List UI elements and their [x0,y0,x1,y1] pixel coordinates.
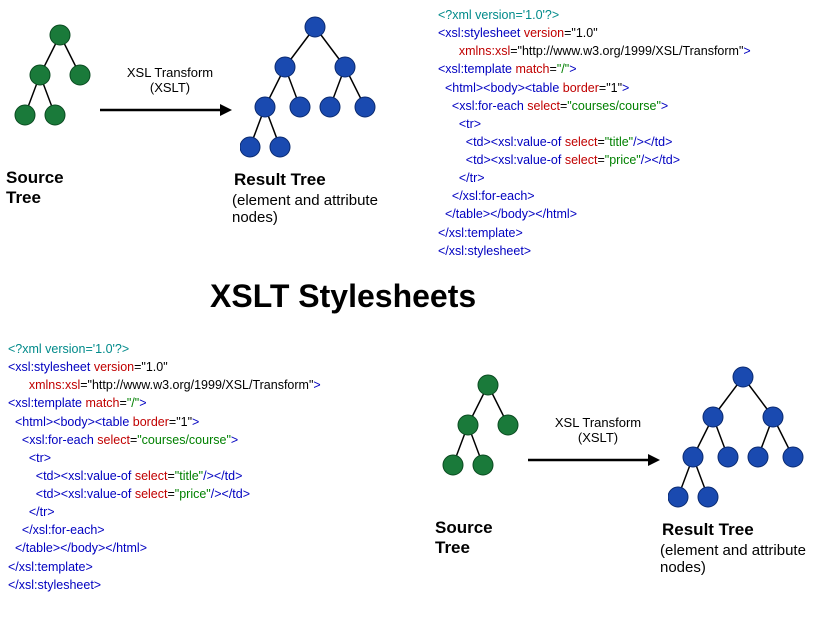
arrow-label-1b: XSL Transform [555,415,641,430]
bottom-source-label-2: Tree [435,538,470,558]
bottom-code-block: <?xml version='1.0'?><xsl:stylesheet ver… [8,340,321,594]
source-tree-svg-2 [438,370,538,490]
top-result-label: Result Tree [234,170,326,190]
top-code-block: <?xml version='1.0'?><xsl:stylesheet ver… [438,6,751,260]
top-source-label-1: Source [6,168,64,188]
bottom-result-tree [668,362,818,512]
bottom-result-label: Result Tree [662,520,754,540]
bottom-result-sub: (element and attributenodes) [660,542,825,576]
top-source-tree [10,20,110,140]
source-tree-svg [10,20,110,140]
top-arrow-label: XSL Transform (XSLT) [110,65,230,95]
top-result-tree [240,12,390,162]
result-tree-svg [240,12,390,162]
bottom-source-tree [438,370,538,490]
top-source-label-2: Tree [6,188,41,208]
bottom-source-label-1: Source [435,518,493,538]
bottom-arrow-label: XSL Transform (XSLT) [538,415,658,445]
arrow-label-1: XSL Transform [127,65,213,80]
bottom-arrow [528,450,668,470]
arrow-label-2: (XSLT) [150,80,190,95]
top-arrow [100,100,240,120]
arrow-label-2b: (XSLT) [578,430,618,445]
top-result-sub: (element and attributenodes) [232,192,402,226]
result-tree-svg-2 [668,362,818,512]
main-title: XSLT Stylesheets [210,278,476,315]
